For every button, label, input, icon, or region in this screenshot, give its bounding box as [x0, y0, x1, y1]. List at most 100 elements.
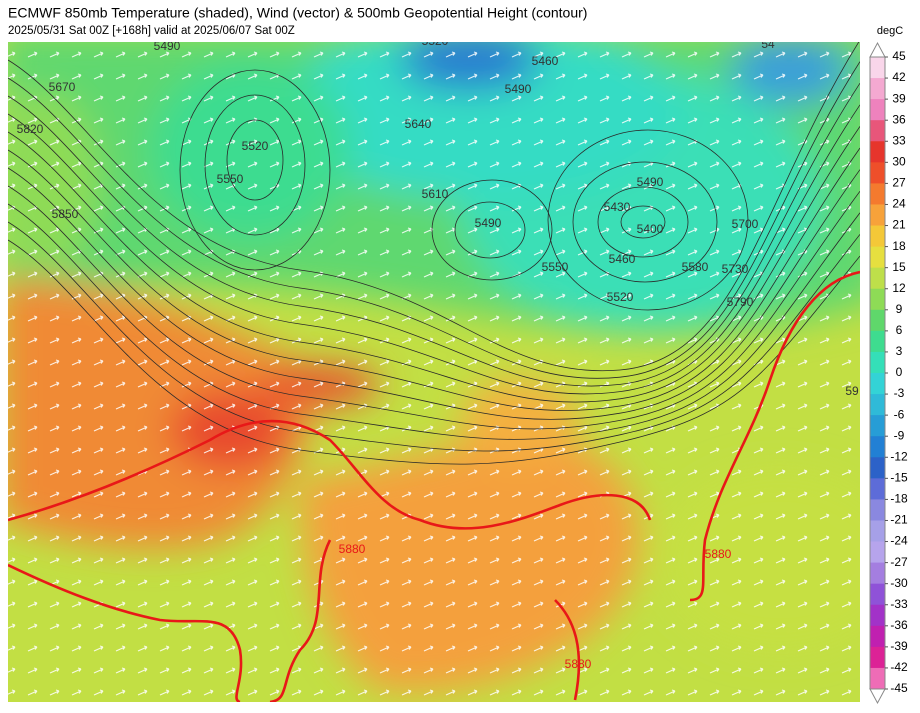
height-contours — [8, 42, 860, 465]
contour-line — [8, 82, 860, 387]
colorbar-segment — [870, 583, 885, 606]
colorbar-tick-label: -24 — [890, 534, 908, 548]
colorbar-tick-label: -45 — [890, 681, 908, 695]
colorbar-tick-label: -21 — [890, 513, 908, 527]
colorbar-tick-label: 42 — [892, 70, 906, 84]
contour-label: 5460 — [609, 252, 636, 266]
contour-label: 5490 — [637, 175, 664, 189]
contour-label: 5520 — [422, 34, 449, 48]
contour-label: 5730 — [722, 262, 749, 276]
contour-line — [8, 203, 860, 440]
colorbar-segment — [870, 436, 885, 458]
colorbar-segment — [870, 351, 885, 374]
colorbar-segment — [870, 288, 885, 311]
colorbar-segment — [870, 99, 885, 121]
contour-label: 5490 — [154, 39, 181, 53]
colorbar-tick-label: 18 — [892, 239, 906, 253]
contour-label: 5850 — [52, 207, 79, 221]
colorbar-segment — [870, 120, 885, 142]
contour-label: 5640 — [405, 117, 432, 131]
contour-label: 5460 — [532, 54, 559, 68]
colorbar-tick-label: 45 — [892, 49, 906, 63]
contour-label: 5790 — [727, 295, 754, 309]
subtitle: 2025/05/31 Sat 00Z [+168h] valid at 2025… — [8, 25, 295, 37]
colorbar-tick-label: 0 — [896, 365, 903, 379]
colorbar-tick-label: -12 — [890, 449, 908, 463]
contour-label: 5520 — [607, 290, 634, 304]
colorbar-top-arrow — [869, 41, 886, 58]
colorbar-segment — [870, 667, 885, 690]
colorbar-segment — [870, 309, 885, 332]
contour-line — [8, 239, 860, 465]
colorbar-segment — [870, 225, 885, 248]
contour-label: 5880 — [339, 542, 366, 556]
colorbar-segment — [870, 373, 885, 395]
title: ECMWF 850mb Temperature (shaded), Wind (… — [8, 5, 587, 21]
colorbar-tick-label: 6 — [896, 323, 903, 337]
contour-line — [8, 185, 860, 430]
colorbar-tick-label: -3 — [894, 386, 905, 400]
colorbar-segment — [870, 78, 885, 100]
colorbar-segment — [870, 478, 885, 500]
colorbar-segment — [870, 162, 885, 184]
colorbar-segment — [870, 646, 885, 669]
colorbar-segment — [870, 394, 885, 416]
contour-label: 5520 — [242, 139, 269, 153]
wind-vectors — [8, 42, 860, 702]
contour-label: 5490 — [475, 216, 502, 230]
colorbar-tick-label: 15 — [892, 260, 906, 274]
contour-label: 5820 — [17, 122, 44, 136]
contour-line — [8, 221, 860, 452]
colorbar-tick-label: -42 — [890, 660, 908, 674]
colorbar-unit: degC — [877, 25, 903, 37]
colorbar-segment — [870, 330, 885, 353]
contour-label: 5880 — [705, 547, 732, 561]
colorbar-segment — [870, 520, 885, 543]
colorbar-tick-label: 24 — [892, 197, 906, 211]
contour-label: 5550 — [542, 260, 569, 274]
colorbar-tick-label: -15 — [890, 471, 908, 485]
colorbar-tick-label: 39 — [892, 91, 906, 105]
colorbar-tick-label: 27 — [892, 176, 906, 190]
contour-5880 — [8, 270, 860, 702]
colorbar-tick-label: -6 — [894, 407, 905, 421]
contour-label: 54 — [761, 37, 775, 51]
colorbar-segment — [870, 541, 885, 564]
colorbar-tick-label: -33 — [890, 597, 908, 611]
contour-line — [8, 42, 860, 372]
colorbar-tick-label: 12 — [892, 281, 906, 295]
contour-line — [8, 61, 860, 379]
colorbar-segment — [870, 267, 885, 290]
colorbar-segment — [870, 625, 885, 648]
colorbar-tick-label: -36 — [890, 618, 908, 632]
colorbar-segment — [870, 57, 885, 79]
colorbar-segment — [870, 183, 885, 205]
colorbar-segment — [870, 246, 885, 269]
contour-line — [8, 126, 860, 403]
contour-label: 5670 — [49, 80, 76, 94]
colorbar-segment — [870, 604, 885, 627]
contour-line — [8, 167, 860, 420]
colorbar-tick-label: -18 — [890, 492, 908, 506]
contour-line — [8, 147, 860, 411]
contour-label: 5610 — [422, 187, 449, 201]
contour-label: 5550 — [217, 172, 244, 186]
colorbar-segment — [870, 457, 885, 479]
colorbar-segment — [870, 562, 885, 585]
contour-label: 5880 — [565, 657, 592, 671]
colorbar-tick-label: 21 — [892, 218, 906, 232]
colorbar-tick-label: 9 — [896, 302, 903, 316]
contour-label: 5490 — [505, 82, 532, 96]
colorbar-tick-label: 33 — [892, 133, 906, 147]
colorbar-bottom-arrow — [869, 688, 886, 705]
contour-label: 5700 — [732, 217, 759, 231]
contour-line — [8, 104, 860, 395]
contour-label: 59 — [845, 384, 859, 398]
colorbar: 4542393633302724211815129630-3-6-9-12-15… — [869, 41, 908, 705]
colorbar-tick-label: 30 — [892, 155, 906, 169]
colorbar-segment — [870, 415, 885, 437]
colorbar-tick-label: 3 — [896, 344, 903, 358]
contour-label: 5430 — [604, 200, 631, 214]
colorbar-segment — [870, 141, 885, 163]
